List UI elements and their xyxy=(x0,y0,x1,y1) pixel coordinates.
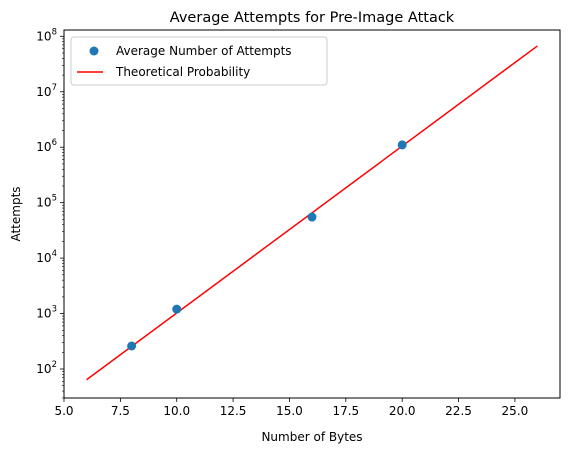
x-axis-ticks: 5.0 7.5 10.0 12.5 15.0 17.5 20.0 22.5 25.0 xyxy=(54,398,528,418)
y-tick-label: 102 xyxy=(36,360,57,376)
legend: Average Number of Attempts Theoretical P… xyxy=(70,36,328,86)
x-axis-title: Number of Bytes xyxy=(261,430,362,444)
scatter-point xyxy=(172,304,182,314)
legend-label-scatter: Average Number of Attempts xyxy=(116,44,292,58)
plot-frame xyxy=(63,29,561,399)
x-tick-label: 15.0 xyxy=(276,404,303,418)
x-tick-label: 12.5 xyxy=(220,404,247,418)
legend-dot xyxy=(89,46,99,56)
y-tick-label: 103 xyxy=(36,305,57,321)
chart-title: Average Attempts for Pre-Image Attack xyxy=(170,10,455,26)
x-tick-label: 10.0 xyxy=(163,404,190,418)
y-tick-label: 105 xyxy=(36,194,57,210)
y-axis-ticks: 102 103 104 105 106 107 108 xyxy=(36,27,64,399)
x-tick-label: 25.0 xyxy=(502,404,529,418)
x-tick-label: 5.0 xyxy=(54,404,73,418)
y-tick-label: 107 xyxy=(36,83,57,99)
legend-label-line: Theoretical Probability xyxy=(115,65,250,79)
y-tick-label: 104 xyxy=(36,249,57,265)
x-tick-label: 17.5 xyxy=(332,404,359,418)
y-tick-label: 108 xyxy=(36,27,57,43)
series-layer xyxy=(86,45,538,381)
x-tick-label: 20.0 xyxy=(389,404,416,418)
scatter-point xyxy=(307,212,317,222)
scatter-point xyxy=(127,341,137,351)
y-axis-title: Attempts xyxy=(9,186,23,241)
x-tick-label: 7.5 xyxy=(111,404,130,418)
y-tick-label: 106 xyxy=(36,138,57,154)
x-tick-label: 22.5 xyxy=(445,404,472,418)
legend-box xyxy=(70,36,328,86)
scatter-point xyxy=(397,140,407,150)
legend-marker-scatter xyxy=(89,46,99,56)
